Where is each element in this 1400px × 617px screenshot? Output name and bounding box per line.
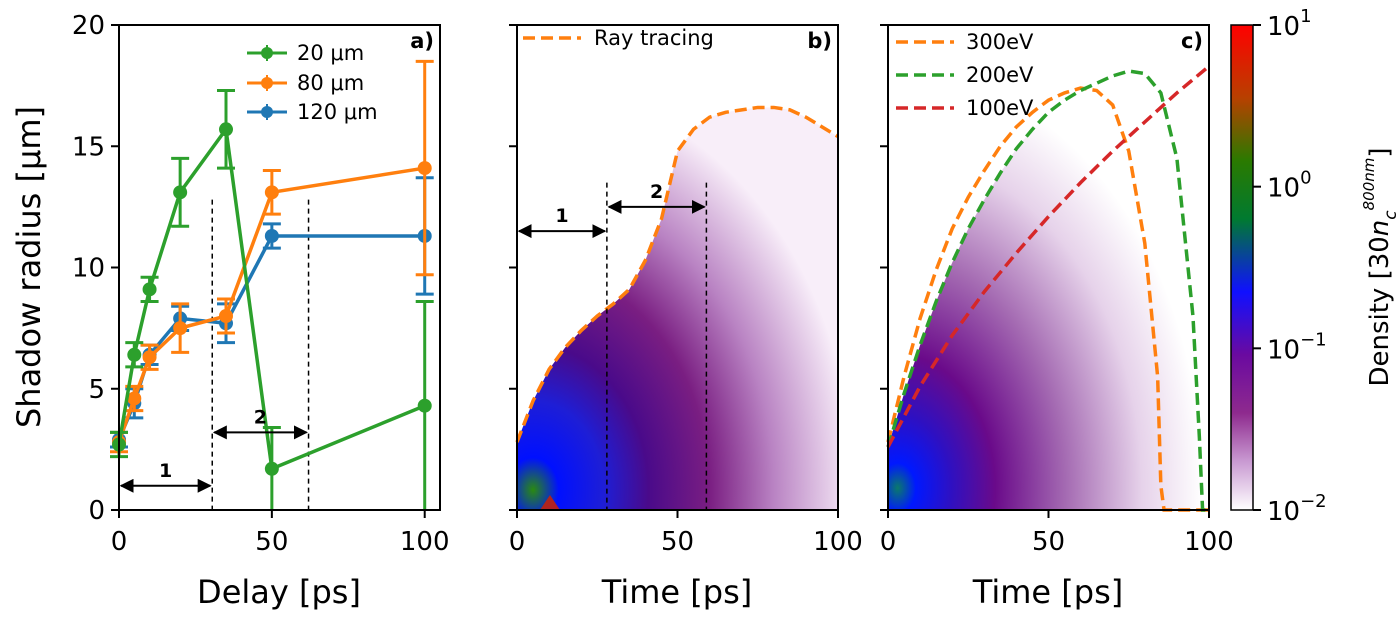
data-point — [219, 309, 233, 323]
data-point — [417, 161, 432, 176]
colorbar-ticks: 101 100 10−1 10−2 — [1253, 6, 1327, 527]
data-point — [264, 185, 279, 200]
x-tick-label: 0 — [880, 527, 897, 557]
panel-a-data: 12 — [110, 59, 434, 510]
panel-b-data: 12 — [515, 105, 839, 510]
series-200eV — [886, 69, 1209, 512]
x-tick-label: 100 — [813, 527, 863, 557]
data-point — [127, 391, 142, 406]
colorbar-tick-label: 100 — [1267, 168, 1312, 204]
x-tick-label: 50 — [255, 527, 288, 557]
ray-tracing-line — [515, 105, 839, 443]
y-tick-label: 0 — [88, 496, 105, 526]
x-tick-label: 0 — [509, 527, 526, 557]
colorbar-tick-label: 10−1 — [1267, 329, 1327, 365]
panel-c-data — [886, 64, 1211, 512]
legend-120um: 120 μm — [297, 100, 378, 124]
panel-a-label: a) — [410, 29, 434, 53]
y-tick-label: 10 — [72, 254, 105, 284]
x-tick-label: 50 — [1032, 527, 1065, 557]
y-tick-label: 5 — [88, 375, 105, 405]
panel-c-legend: 300eV 200eV 100eV — [896, 30, 1034, 120]
legend-ray-tracing: Ray tracing — [594, 26, 714, 50]
colorbar-scale — [1230, 24, 1254, 511]
x-tick-label: 100 — [1184, 527, 1234, 557]
data-point — [142, 282, 157, 297]
panel-c-label: c) — [1181, 29, 1203, 53]
panel-a-legend: 20 μm 80 μm 120 μm — [247, 41, 378, 124]
panel-c-xlabel: Time [ps] — [972, 573, 1123, 611]
data-point — [142, 350, 157, 365]
data-point — [264, 461, 279, 476]
panel-c-heatmap — [888, 71, 1209, 510]
legend-300ev: 300eV — [966, 30, 1034, 54]
panel-a-xlabel: Delay [ps] — [197, 573, 361, 611]
colorbar-tick-label: 101 — [1267, 6, 1312, 42]
panel-b-hot-spot — [540, 495, 560, 510]
series-20μm — [110, 88, 434, 510]
panel-b-xlabel: Time [ps] — [601, 573, 752, 611]
colorbar-tick-label: 10−2 — [1267, 491, 1327, 527]
data-point — [219, 122, 233, 137]
panel-b-legend: Ray tracing — [523, 26, 714, 50]
series-line — [117, 234, 425, 441]
panel-a-frame — [118, 24, 441, 511]
legend-20um: 20 μm — [297, 41, 364, 65]
data-point — [264, 228, 279, 243]
data-point — [173, 185, 188, 200]
x-tick-label: 50 — [661, 527, 694, 557]
panel-b-heatmap — [517, 107, 838, 510]
interval-label: 2 — [254, 406, 267, 428]
legend-100ev: 100eV — [966, 96, 1034, 120]
y-tick-label: 15 — [72, 132, 105, 162]
data-point — [417, 398, 432, 413]
x-tick-label: 0 — [111, 527, 128, 557]
legend-80um: 80 μm — [297, 71, 364, 95]
data-point — [127, 347, 142, 362]
y-tick-label: 20 — [72, 11, 105, 41]
tick-layer: 0 50 100 0 5 10 15 20 0 50 100 0 50 100 — [72, 11, 1234, 557]
x-tick-label: 100 — [400, 527, 450, 557]
interval-label: 1 — [159, 460, 172, 482]
interval-label: 2 — [650, 181, 663, 203]
series-300eV — [886, 86, 1209, 512]
interval-label: 1 — [555, 205, 568, 227]
series-120μm — [110, 176, 434, 449]
panel-b-label: b) — [807, 29, 832, 53]
colorbar: 101 100 10−1 10−2 Density [30nc800nm] — [1230, 6, 1400, 527]
legend-200ev: 200eV — [966, 63, 1034, 87]
data-point — [173, 321, 188, 336]
panel-a-ylabel: Shadow radius [μm] — [10, 106, 48, 428]
series-100eV — [886, 64, 1211, 448]
colorbar-label: Density [30nc800nm] — [1360, 147, 1400, 386]
